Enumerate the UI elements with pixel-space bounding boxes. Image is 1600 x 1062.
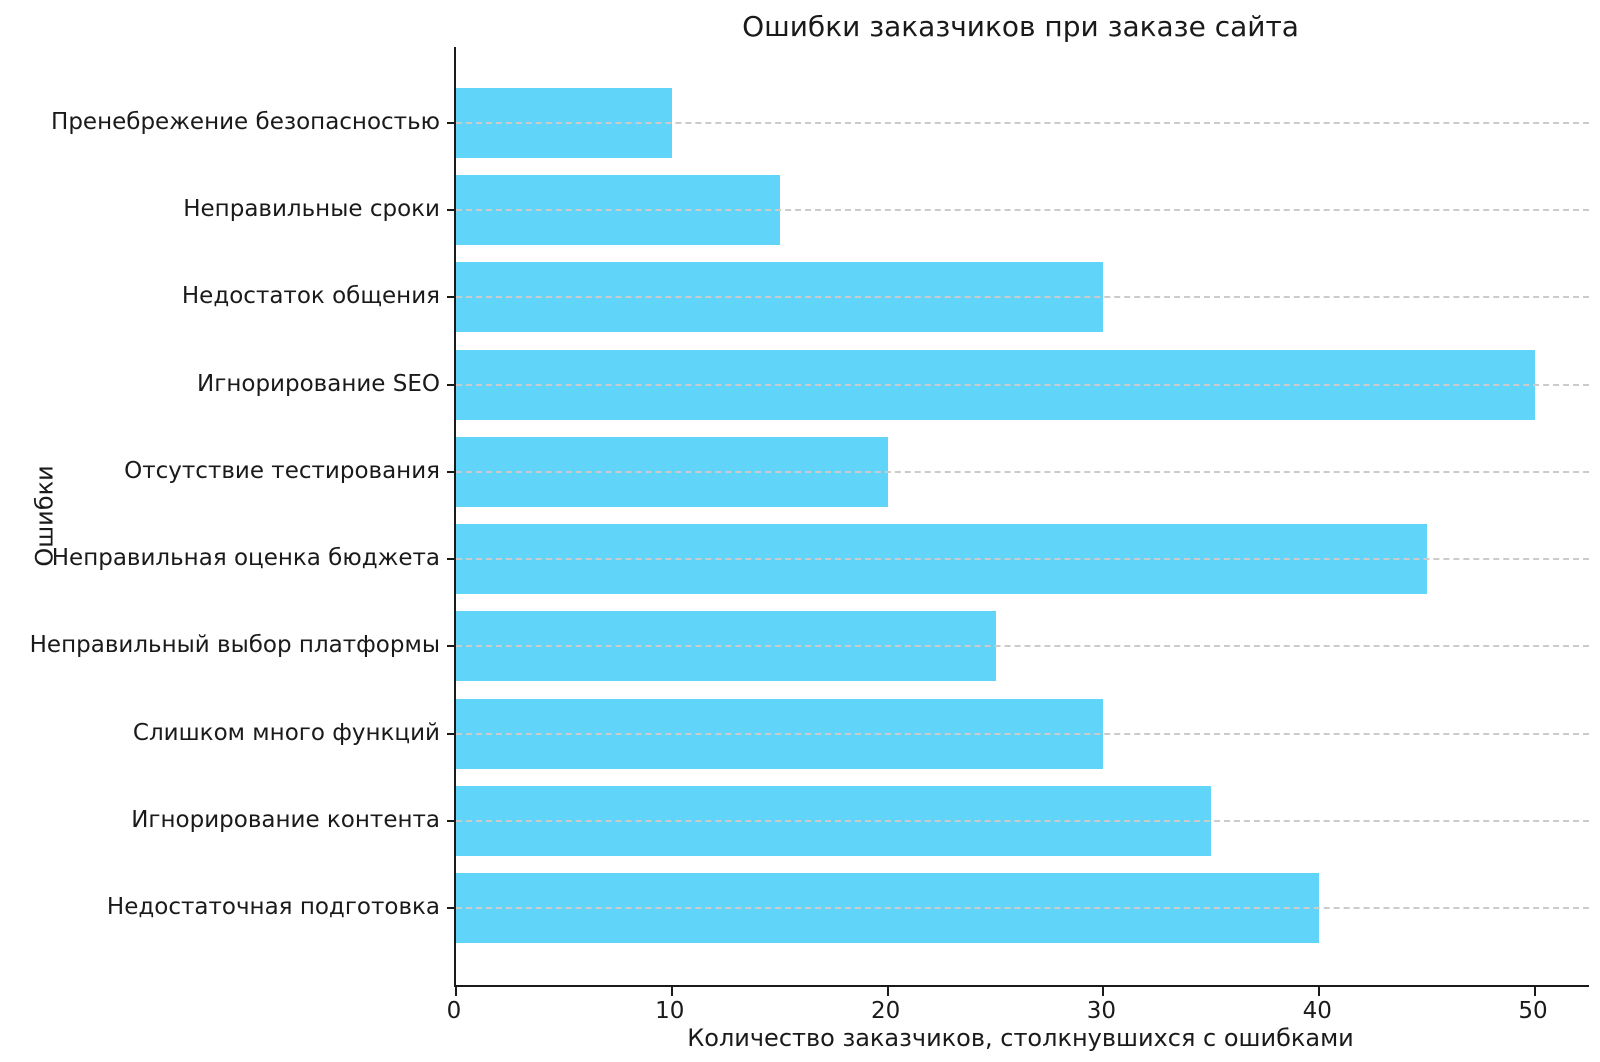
category-label: Неправильные сроки — [183, 196, 440, 223]
x-tick-mark — [1102, 987, 1105, 996]
y-tick-mark — [447, 558, 456, 561]
chart-title: Ошибки заказчиков при заказе сайта — [742, 10, 1299, 43]
gridline — [456, 470, 1589, 473]
x-tick-mark — [1534, 987, 1537, 996]
x-tick-label: 20 — [870, 998, 901, 1024]
gridline — [456, 558, 1589, 561]
y-tick-mark — [447, 645, 456, 648]
y-tick-mark — [447, 122, 456, 124]
gridline — [456, 296, 1589, 299]
category-label: Игнорирование SEO — [197, 370, 440, 397]
gridline — [456, 732, 1589, 735]
gridline — [456, 645, 1589, 648]
y-tick-mark — [447, 470, 456, 473]
gridline — [456, 819, 1589, 822]
x-axis-label: Количество заказчиков, столкнувшихся с о… — [687, 1024, 1354, 1052]
gridline — [456, 383, 1589, 386]
y-tick-mark — [447, 819, 456, 822]
x-tick-mark — [670, 987, 673, 996]
y-tick-mark — [447, 383, 456, 386]
plot-area — [447, 47, 1589, 996]
x-tick-mark — [886, 987, 889, 996]
category-label: Неправильная оценка бюджета — [51, 545, 440, 572]
x-tick-label: 50 — [1518, 998, 1548, 1024]
category-label: Недостаток общения — [181, 283, 440, 310]
category-label: Игнорирование контента — [131, 806, 440, 833]
y-tick-mark — [447, 209, 456, 212]
category-label: Слишком много функций — [132, 719, 440, 746]
x-tick-label: 10 — [655, 998, 685, 1024]
x-tick-label: 40 — [1302, 998, 1332, 1024]
gridline — [456, 122, 1589, 124]
x-tick-mark — [455, 987, 457, 996]
y-tick-mark — [447, 732, 456, 735]
gridline — [456, 907, 1589, 909]
gridline — [456, 209, 1589, 212]
category-label: Отсутствие тестирования — [124, 457, 440, 484]
y-tick-mark — [447, 907, 456, 909]
x-tick-label: 0 — [446, 998, 462, 1024]
category-label: Пренебрежение безопасностью — [51, 109, 440, 135]
y-tick-mark — [447, 296, 456, 299]
category-label: Недостаточная подготовка — [106, 894, 440, 920]
x-tick-mark — [1318, 987, 1321, 996]
x-tick-label: 30 — [1086, 998, 1117, 1024]
category-label: Неправильный выбор платформы — [29, 632, 440, 659]
